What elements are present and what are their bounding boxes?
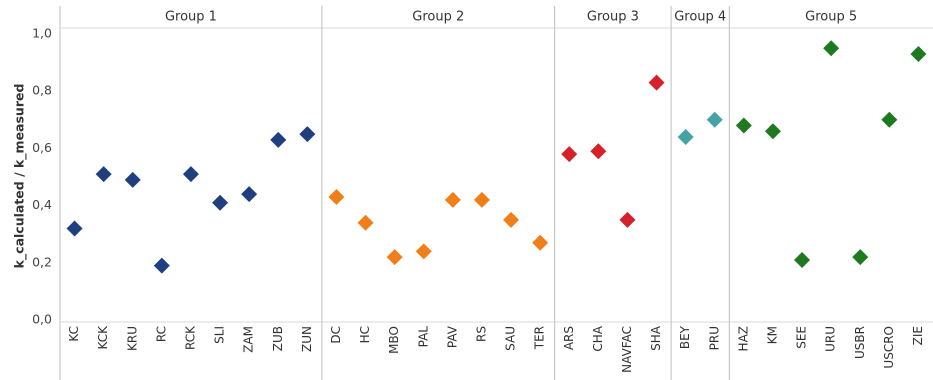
x-tick-label: HAZ — [736, 326, 750, 351]
x-tick-label: SEE — [795, 326, 809, 349]
data-point-marker — [532, 234, 549, 251]
data-point-marker — [561, 146, 578, 163]
x-tick-label: ZUB — [271, 326, 285, 351]
data-point-marker — [852, 249, 869, 266]
x-tick-label: MBO — [387, 326, 401, 354]
y-ticks-layer: 0,0 0,2 0,4 0,6 0,8 1,0 — [32, 26, 52, 327]
x-tick-label: BEY — [678, 325, 692, 349]
data-point-marker — [386, 249, 403, 266]
data-point-marker — [735, 117, 752, 134]
x-tick-label: USBR — [853, 326, 867, 359]
data-point-marker — [153, 257, 170, 274]
x-tick-label: DC — [329, 326, 343, 344]
data-point-marker — [357, 214, 374, 231]
data-point-marker — [619, 211, 636, 228]
data-point-marker — [910, 46, 927, 63]
x-tick-label: KC — [67, 326, 81, 342]
data-point-marker — [823, 40, 840, 57]
x-tick-label: HC — [358, 326, 372, 343]
y-tick-label: 0,2 — [32, 254, 52, 269]
data-point-marker — [648, 74, 665, 91]
data-point-marker — [794, 251, 811, 268]
x-tick-label: ZIE — [911, 326, 925, 345]
data-point-marker — [182, 166, 199, 183]
group-labels-layer: Group 1 Group 2 Group 3 Group 4 Group 5 — [165, 10, 857, 25]
data-point-marker — [764, 123, 781, 140]
data-point-marker — [299, 126, 316, 143]
group-label: Group 1 — [165, 10, 217, 25]
data-point-marker — [66, 220, 83, 237]
group-label: Group 4 — [674, 10, 726, 25]
x-tick-label: ZUN — [300, 326, 314, 352]
x-tick-label: RS — [474, 326, 488, 342]
group-label: Group 2 — [412, 10, 464, 25]
x-tick-label: KCK — [96, 325, 110, 350]
y-tick-label: 0,6 — [32, 140, 52, 155]
axis-title-group: k_calculated / k_measured — [12, 84, 28, 269]
y-tick-label: 0,4 — [32, 197, 52, 212]
x-tick-label: ARS — [562, 326, 576, 350]
data-point-marker — [677, 128, 694, 145]
x-tick-label: CHA — [591, 325, 605, 351]
data-point-marker — [124, 171, 141, 188]
x-tick-label: KRU — [125, 326, 139, 351]
x-tick-label: SHA — [649, 325, 663, 351]
data-point-marker — [415, 243, 432, 260]
points-layer — [66, 40, 927, 274]
x-tick-label: USCRO — [882, 326, 896, 369]
group-label: Group 3 — [587, 10, 639, 25]
data-point-marker — [881, 111, 898, 128]
x-ticks-layer: KC KCK KRU RC RCK SLI ZAM ZUB ZUN DC HC MBO PAL PAV RS… — [67, 325, 925, 373]
y-tick-label: 0,8 — [32, 83, 52, 98]
x-tick-label: SAU — [504, 326, 518, 351]
x-tick-label: RCK — [183, 325, 197, 350]
group-label: Group 5 — [805, 10, 857, 25]
y-tick-label: 1,0 — [32, 26, 52, 41]
x-tick-label: PRU — [707, 326, 721, 350]
x-tick-label: TER — [533, 326, 547, 350]
data-point-marker — [95, 166, 112, 183]
data-point-marker — [212, 194, 229, 211]
x-tick-label: PAV — [445, 325, 459, 348]
x-tick-label: SLI — [213, 326, 227, 344]
data-point-marker — [241, 186, 258, 203]
data-point-marker — [444, 191, 461, 208]
x-tick-label: NAVFAC — [620, 326, 634, 373]
data-point-marker — [706, 111, 723, 128]
data-point-marker — [270, 131, 287, 148]
data-point-marker — [473, 191, 490, 208]
y-axis-title: k_calculated / k_measured — [12, 84, 28, 269]
data-point-marker — [328, 189, 345, 206]
data-point-marker — [503, 211, 520, 228]
x-tick-label: PAL — [416, 326, 430, 348]
frame-layer — [59, 6, 933, 380]
y-tick-label: 0,0 — [32, 312, 52, 327]
x-tick-label: URU — [824, 326, 838, 352]
data-point-marker — [590, 143, 607, 160]
x-tick-label: KM — [765, 326, 779, 344]
x-tick-label: ZAM — [242, 326, 256, 353]
x-tick-label: RC — [154, 326, 168, 342]
